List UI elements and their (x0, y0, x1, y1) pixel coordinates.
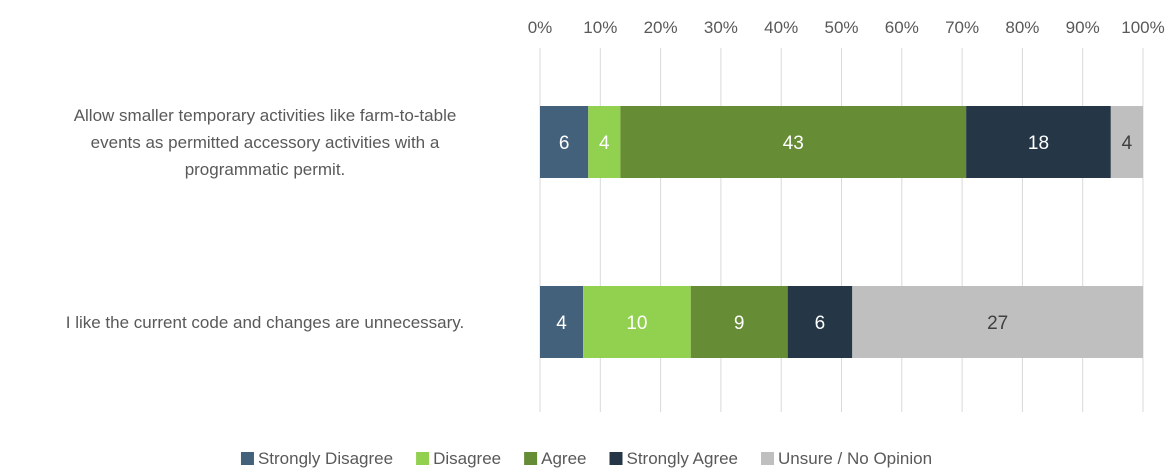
bar-segment (690, 286, 788, 358)
data-label: 43 (783, 133, 804, 154)
x-tick-label: 40% (764, 18, 798, 37)
x-tick-label: 0% (528, 18, 553, 37)
legend-swatch (609, 452, 623, 465)
x-tick-label: 10% (583, 18, 617, 37)
bar-segment (852, 286, 1143, 358)
legend-label: Agree (541, 449, 586, 468)
x-axis-ticks: 0% 10% 20% 30% 40% 50% 60% 70% 80% 90% 100% (528, 18, 1165, 37)
category-label: Allow smaller temporary activities like … (74, 106, 457, 179)
x-tick-label: 70% (945, 18, 979, 37)
x-tick-label: 20% (644, 18, 678, 37)
legend-label: Strongly Agree (627, 449, 739, 468)
bar-segment (966, 106, 1111, 178)
bar-segment (620, 106, 967, 178)
data-label: 4 (556, 313, 567, 334)
bar-segment (588, 106, 621, 178)
bar-segment (1110, 106, 1143, 178)
category-label: I like the current code and changes are … (66, 313, 464, 332)
data-label: 6 (559, 133, 570, 154)
data-label: 18 (1028, 133, 1049, 154)
bar-segment (540, 286, 584, 358)
x-tick-label: 30% (704, 18, 738, 37)
bar-segment (540, 106, 589, 178)
legend-label: Strongly Disagree (258, 449, 393, 468)
x-tick-label: 60% (885, 18, 919, 37)
legend-swatch (761, 452, 775, 465)
data-labels: 6 4 43 18 4 4 10 9 6 27 (556, 133, 1132, 334)
data-label: 4 (599, 133, 610, 154)
bars (540, 106, 1143, 358)
legend: Strongly Disagree Disagree Agree Strongly A… (240, 449, 932, 468)
x-tick-label: 90% (1066, 18, 1100, 37)
x-tick-label: 50% (824, 18, 858, 37)
data-label: 27 (987, 313, 1008, 334)
legend-label: Unsure / No Opinion (778, 449, 932, 468)
legend-label: Disagree (433, 449, 501, 468)
category-labels: Allow smaller temporary activities like … (66, 106, 464, 332)
bar-segment (787, 286, 853, 358)
legend-swatch (416, 452, 430, 465)
legend-swatch (240, 452, 254, 465)
x-tick-label: 100% (1121, 18, 1164, 37)
data-label: 4 (1122, 133, 1133, 154)
data-label: 10 (626, 313, 647, 334)
data-label: 9 (734, 313, 745, 334)
data-label: 6 (815, 313, 826, 334)
x-tick-label: 80% (1005, 18, 1039, 37)
legend-swatch (524, 452, 538, 465)
bar-segment (583, 286, 691, 358)
